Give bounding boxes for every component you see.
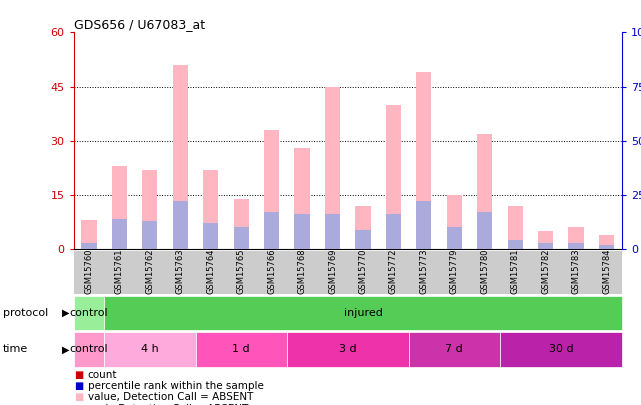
Bar: [142, 221, 158, 249]
Bar: [355, 206, 370, 249]
Text: 1 d: 1 d: [233, 344, 250, 354]
Text: value, Detection Call = ABSENT: value, Detection Call = ABSENT: [88, 392, 253, 402]
Bar: [81, 243, 97, 249]
Bar: [409, 332, 500, 367]
Text: ■: ■: [74, 370, 83, 379]
Text: time: time: [3, 344, 28, 354]
Bar: [74, 296, 104, 330]
Bar: [538, 231, 553, 249]
Text: control: control: [70, 344, 108, 354]
Bar: [500, 332, 622, 367]
Text: rank, Detection Call = ABSENT: rank, Detection Call = ABSENT: [88, 404, 248, 405]
Text: protocol: protocol: [3, 308, 49, 318]
Bar: [325, 214, 340, 249]
Bar: [416, 72, 431, 249]
Bar: [203, 170, 219, 249]
Bar: [569, 228, 584, 249]
Bar: [508, 241, 523, 249]
Text: percentile rank within the sample: percentile rank within the sample: [88, 381, 263, 391]
Text: 3 d: 3 d: [339, 344, 356, 354]
Bar: [264, 212, 279, 249]
Text: injured: injured: [344, 308, 383, 318]
Bar: [112, 166, 127, 249]
Bar: [447, 228, 462, 249]
Text: 7 d: 7 d: [445, 344, 463, 354]
Bar: [569, 243, 584, 249]
Text: ■: ■: [74, 404, 83, 405]
Bar: [325, 87, 340, 249]
Bar: [142, 170, 158, 249]
Bar: [112, 219, 127, 249]
Bar: [599, 245, 614, 249]
Bar: [386, 104, 401, 249]
Bar: [477, 134, 492, 249]
Bar: [416, 201, 431, 249]
Bar: [196, 332, 287, 367]
Text: 4 h: 4 h: [141, 344, 159, 354]
Text: ▶: ▶: [62, 308, 69, 318]
Bar: [172, 201, 188, 249]
Bar: [287, 332, 409, 367]
Bar: [81, 220, 97, 249]
Text: ▶: ▶: [62, 344, 69, 354]
Bar: [386, 214, 401, 249]
Text: ■: ■: [74, 381, 83, 391]
Bar: [294, 214, 310, 249]
Bar: [294, 148, 310, 249]
Bar: [538, 243, 553, 249]
Text: GDS656 / U67083_at: GDS656 / U67083_at: [74, 18, 205, 31]
Bar: [447, 195, 462, 249]
Bar: [104, 332, 196, 367]
Text: ■: ■: [74, 392, 83, 402]
Bar: [74, 332, 104, 367]
Bar: [508, 206, 523, 249]
Bar: [203, 223, 219, 249]
Bar: [477, 212, 492, 249]
Text: 30 d: 30 d: [549, 344, 573, 354]
Bar: [264, 130, 279, 249]
Bar: [172, 65, 188, 249]
Text: count: count: [88, 370, 117, 379]
Bar: [233, 228, 249, 249]
Text: control: control: [70, 308, 108, 318]
Bar: [233, 198, 249, 249]
Bar: [355, 230, 370, 249]
Bar: [599, 234, 614, 249]
